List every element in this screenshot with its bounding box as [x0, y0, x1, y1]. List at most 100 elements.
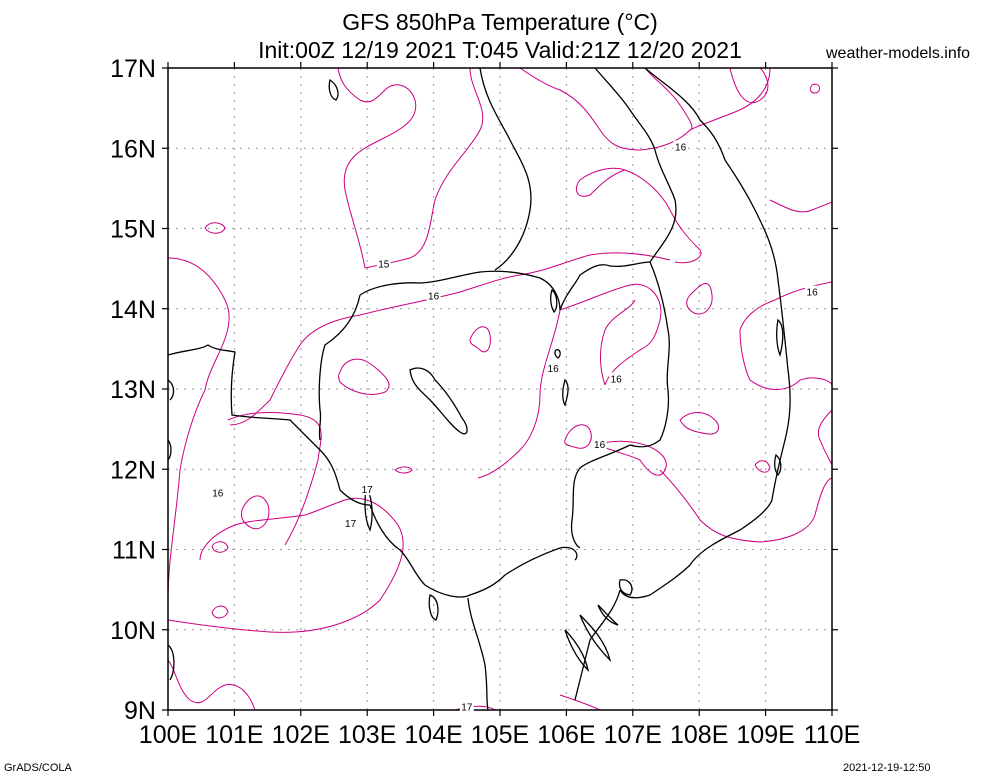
island-shape: [409, 367, 468, 435]
contour-label-bg: [210, 486, 225, 499]
isotherm-line: [204, 222, 226, 234]
contour-label-bg: [459, 700, 474, 713]
lon-label-102E: 102E: [272, 721, 330, 749]
contour-label: 15: [378, 260, 390, 271]
lon-label-108E: 108E: [670, 721, 728, 749]
lon-label-106E: 106E: [537, 721, 595, 749]
lat-label-11N: 11N: [112, 537, 156, 565]
isotherm-line: [229, 344, 301, 426]
isotherm-line: [394, 466, 413, 474]
isotherm-line: [454, 705, 496, 710]
lat-label-12N: 12N: [110, 456, 156, 484]
border-line: [619, 68, 791, 599]
border-line: [574, 589, 621, 701]
island-shape: [550, 288, 558, 314]
isotherm-line: [597, 440, 667, 476]
lat-label-17N: 17N: [110, 55, 156, 83]
isotherm-line: [600, 299, 636, 386]
island-shape: [564, 629, 590, 672]
isotherm-line: [227, 412, 322, 546]
island-shape: [168, 379, 175, 681]
lat-label-10N: 10N: [110, 617, 156, 645]
isotherm-line: [477, 309, 561, 479]
lon-label-107E: 107E: [604, 721, 662, 749]
latitude-labels: 9N 10N 11N 12N 13N 14N 15N 16N 17N: [110, 55, 156, 725]
border-line: [570, 444, 631, 549]
contour-label: 16: [594, 440, 606, 451]
isotherm-line: [469, 326, 491, 353]
isotherm-line: [211, 605, 229, 619]
contour-label: 16: [611, 374, 623, 385]
lat-label-9N: 9N: [124, 697, 156, 725]
contour-label-bg: [673, 140, 688, 153]
border-line: [559, 261, 651, 311]
isotherm-line: [338, 358, 390, 395]
island-shape: [554, 349, 561, 359]
isotherm-line: [679, 412, 719, 435]
lon-label-101E: 101E: [205, 721, 263, 749]
chart-subtitle: Init:00Z 12/19 2021 T:045 Valid:21Z 12/2…: [258, 37, 742, 63]
contour-label: 17: [345, 519, 357, 530]
isotherm-line: [817, 409, 832, 466]
contour-label: 16: [212, 488, 224, 499]
island-shape: [364, 486, 373, 532]
isotherm-line: [689, 68, 771, 131]
contour-label-bg: [592, 438, 607, 451]
longitude-labels: 100E 101E 102E 103E 104E 105E 106E 107E 108E 109E…: [139, 721, 860, 749]
generated-timestamp: 2021-12-19-12:50: [843, 762, 931, 774]
contour-label-bg: [376, 257, 391, 270]
lat-label-14N: 14N: [110, 296, 156, 324]
island-shape: [328, 78, 339, 101]
isotherm-line: [299, 252, 671, 346]
island-shape: [618, 579, 633, 596]
isotherm-line: [769, 199, 832, 213]
isotherm-line: [519, 68, 691, 151]
lon-label-109E: 109E: [736, 721, 794, 749]
lon-label-104E: 104E: [404, 721, 462, 749]
contour-label: 16: [548, 364, 560, 375]
isotherm-line: [241, 495, 270, 530]
island-shape: [776, 318, 784, 358]
isotherm-line: [729, 68, 769, 103]
contour-label-bg: [609, 372, 624, 385]
isotherm-line: [624, 169, 702, 264]
isotherm-line: [168, 659, 256, 710]
border-line: [369, 504, 578, 598]
contour-label: 16: [675, 142, 687, 153]
lon-label-105E: 105E: [471, 721, 529, 749]
lat-label-16N: 16N: [110, 135, 156, 163]
contour-label-bg: [426, 289, 441, 302]
border-line: [168, 344, 371, 506]
graticule: [168, 68, 832, 710]
axis-ticks: [162, 62, 838, 716]
isotherm-line: [199, 497, 399, 561]
contour-value-labels: 16 15 16 16 16 16 16 16 17 17 17: [210, 140, 820, 714]
border-line: [318, 294, 361, 441]
lon-label-100E: 100E: [139, 721, 197, 749]
chart-title: GFS 850hPa Temperature (°C): [342, 9, 658, 35]
software-credit: GrADS/COLA: [4, 762, 72, 774]
island-shape: [428, 594, 439, 621]
contour-label: 17: [461, 703, 473, 714]
island-shape: [579, 614, 612, 663]
lat-label-13N: 13N: [110, 376, 156, 404]
border-line: [629, 261, 670, 448]
contour-label: 16: [428, 292, 440, 303]
isotherm-line: [739, 329, 832, 390]
isotherm-line: [686, 283, 713, 315]
isotherm-line: [644, 68, 693, 131]
isotherm-line: [211, 541, 229, 553]
isotherm-line: [168, 257, 230, 601]
watermark: weather-models.info: [826, 45, 971, 62]
border-line: [479, 68, 532, 271]
contour-label-bg: [360, 483, 375, 496]
isotherm-line: [575, 167, 626, 197]
isotherm-line: [168, 524, 404, 633]
island-shape: [597, 604, 619, 626]
contour-label-bg: [546, 361, 561, 374]
border-line: [359, 270, 561, 311]
lon-label-110E: 110E: [804, 721, 861, 749]
border-line: [467, 597, 489, 710]
contour-label-bg: [805, 285, 820, 298]
